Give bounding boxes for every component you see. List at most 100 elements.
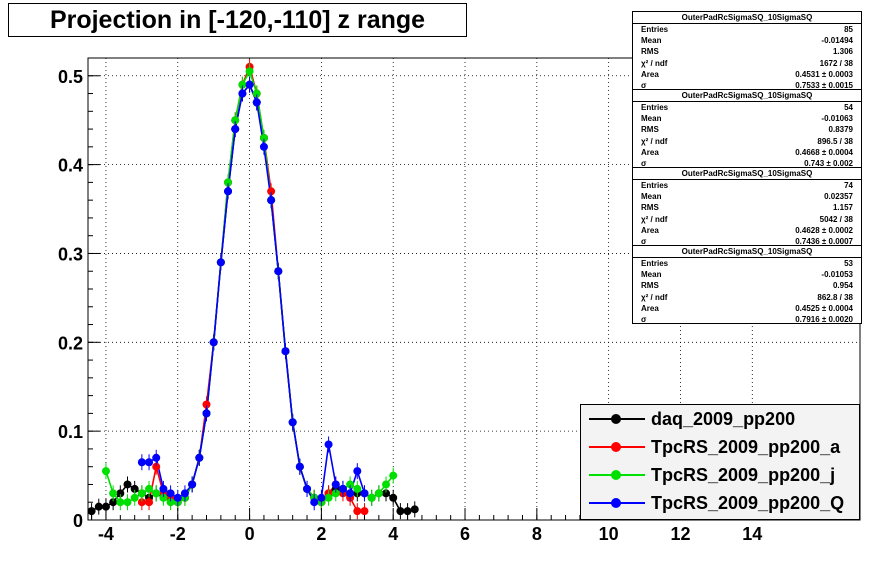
stat-label: Area xyxy=(641,69,659,79)
stat-label: Mean xyxy=(641,192,662,202)
legend-label: TpcRS_2009_pp200_j xyxy=(651,464,836,485)
stat-value: 0.7533 ± 0.0015 xyxy=(795,80,853,90)
stat-row: Area 0.4531 ± 0.0003 xyxy=(633,69,861,80)
y-tick-label: 0.4 xyxy=(58,156,83,176)
data-point xyxy=(252,98,261,107)
data-point xyxy=(346,489,355,498)
data-point xyxy=(267,196,276,205)
data-point xyxy=(259,142,268,151)
data-point xyxy=(324,440,333,449)
data-point xyxy=(346,480,355,489)
stat-box: OuterPadRcSigmaSQ_10SigmaSQ Entries 74 Mean… xyxy=(632,168,862,246)
data-point xyxy=(310,498,319,507)
stat-value: 1672 / 38 xyxy=(819,58,853,68)
data-point xyxy=(331,489,340,498)
stat-label: χ² / ndf xyxy=(641,58,668,68)
data-point xyxy=(238,80,247,89)
stat-value: 5042 / 38 xyxy=(819,214,853,224)
data-point xyxy=(137,489,146,498)
x-tick-label: 14 xyxy=(742,524,762,544)
legend-entry: daq_2009_pp200 xyxy=(581,405,859,433)
stat-value: 896.5 / 38 xyxy=(817,136,853,146)
stat-box: OuterPadRcSigmaSQ_10SigmaSQ Entries 54 Mean… xyxy=(632,90,862,168)
stat-box-title: OuterPadRcSigmaSQ_10SigmaSQ xyxy=(633,12,861,24)
stat-row: Area 0.4628 ± 0.0002 xyxy=(633,225,861,236)
data-point xyxy=(152,462,161,471)
data-point xyxy=(252,89,261,98)
legend-marker xyxy=(587,433,647,461)
stat-row: Mean -0.01063 xyxy=(633,113,861,124)
data-point xyxy=(360,507,369,516)
chart-title: Projection in [-120,-110] z range xyxy=(8,3,467,37)
data-point xyxy=(166,489,175,498)
data-point xyxy=(259,133,268,142)
data-point xyxy=(410,505,419,514)
data-point xyxy=(152,489,161,498)
x-tick-label: 6 xyxy=(460,524,470,544)
stat-value: 0.4525 ± 0.0004 xyxy=(795,303,853,313)
stat-row: σ 0.7436 ± 0.0007 xyxy=(633,236,861,247)
stat-label: χ² / ndf xyxy=(641,136,668,146)
data-point xyxy=(188,480,197,489)
series-3 xyxy=(137,76,369,511)
stat-value: 1.306 xyxy=(832,47,853,57)
y-tick-label: 0.1 xyxy=(58,422,83,442)
stat-label: Area xyxy=(641,147,659,157)
data-point xyxy=(109,498,118,507)
data-point xyxy=(159,484,168,493)
stat-row: σ 0.7533 ± 0.0015 xyxy=(633,80,861,91)
data-point xyxy=(116,489,125,498)
data-point xyxy=(281,347,290,356)
stat-value: 0.02357 xyxy=(824,192,853,202)
stat-row: RMS 0.8379 xyxy=(633,124,861,135)
stat-value: -0.01063 xyxy=(821,114,853,124)
legend-label: daq_2009_pp200 xyxy=(651,408,796,429)
stat-row: χ² / ndf 896.5 / 38 xyxy=(633,136,861,147)
data-point xyxy=(159,493,168,502)
legend-marker xyxy=(587,489,647,517)
stat-row: RMS 0.954 xyxy=(633,280,861,291)
stat-label: Entries xyxy=(641,25,669,34)
data-point xyxy=(267,187,276,196)
data-point xyxy=(382,489,391,498)
stat-value: 862.8 / 38 xyxy=(817,292,853,302)
data-point xyxy=(130,484,139,493)
stat-row: Entries 53 xyxy=(633,258,861,269)
stat-row: Entries 54 xyxy=(633,102,861,113)
data-point xyxy=(353,507,362,516)
stat-value: -0.01053 xyxy=(821,270,853,280)
stat-label: χ² / ndf xyxy=(641,292,668,302)
stat-row: Area 0.4668 ± 0.0004 xyxy=(633,147,861,158)
data-points xyxy=(87,58,419,520)
x-tick-label: 0 xyxy=(245,524,255,544)
x-tick-label: -2 xyxy=(170,524,186,544)
y-tick-label: 0.3 xyxy=(58,244,83,264)
stat-value: -0.01494 xyxy=(821,36,853,46)
data-point xyxy=(202,409,211,418)
stat-value: 1.157 xyxy=(832,203,853,213)
data-point xyxy=(137,458,146,467)
legend-entry: TpcRS_2009_pp200_a xyxy=(581,433,859,461)
data-point xyxy=(195,453,204,462)
data-point xyxy=(382,480,391,489)
stat-row: Mean 0.02357 xyxy=(633,191,861,202)
stat-value: 0.4628 ± 0.0002 xyxy=(795,225,853,235)
stat-row: Mean -0.01494 xyxy=(633,35,861,46)
x-tick-label: 4 xyxy=(388,524,398,544)
data-point xyxy=(152,453,161,462)
data-point xyxy=(116,498,125,507)
x-tick-label: -4 xyxy=(98,524,114,544)
stat-box-title: OuterPadRcSigmaSQ_10SigmaSQ xyxy=(633,90,861,102)
data-point xyxy=(166,498,175,507)
data-point xyxy=(145,458,154,467)
stat-value: 0.4668 ± 0.0004 xyxy=(795,147,853,157)
stat-label: Entries xyxy=(641,181,669,190)
data-point xyxy=(353,484,362,493)
legend-label: TpcRS_2009_pp200_Q xyxy=(651,492,845,513)
data-point xyxy=(101,467,110,476)
x-tick-label: 8 xyxy=(532,524,542,544)
data-point xyxy=(274,267,283,276)
stat-label: RMS xyxy=(641,47,659,57)
data-point xyxy=(216,258,225,267)
data-point xyxy=(231,116,240,125)
